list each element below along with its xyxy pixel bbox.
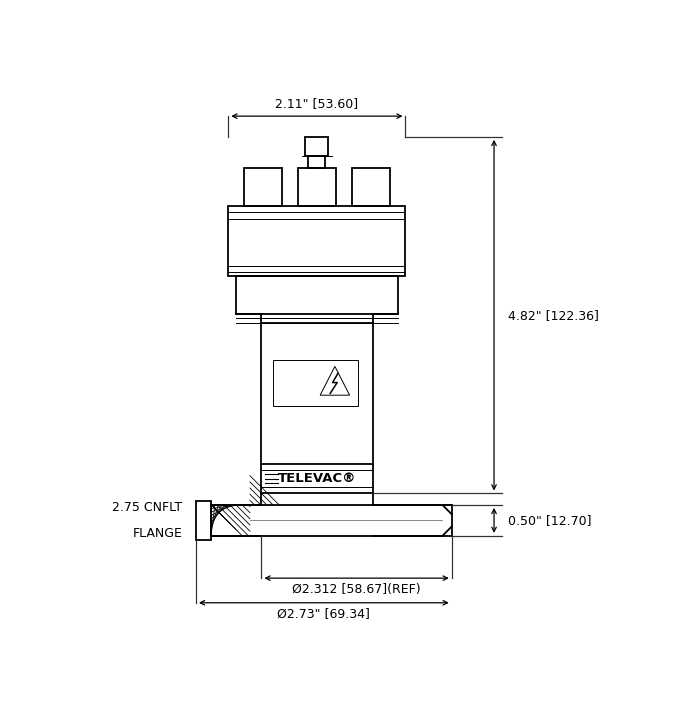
Text: Ø2.73" [69.34]: Ø2.73" [69.34]	[278, 607, 370, 620]
Bar	[212, 505, 452, 536]
Bar	[236, 276, 398, 314]
Text: FLANGE: FLANGE	[132, 526, 182, 539]
Bar	[273, 361, 358, 406]
Bar	[309, 156, 326, 168]
Text: 2.11" [53.60]: 2.11" [53.60]	[276, 97, 359, 110]
Bar	[352, 168, 390, 206]
Text: 2.75 CNFLT: 2.75 CNFLT	[112, 501, 182, 514]
Bar	[244, 168, 282, 206]
Bar	[262, 324, 373, 494]
Text: TELEVAC®: TELEVAC®	[278, 472, 357, 485]
Bar	[298, 168, 336, 206]
Text: Ø2.312 [58.67](REF): Ø2.312 [58.67](REF)	[293, 583, 421, 596]
Bar	[196, 501, 212, 539]
Bar	[228, 206, 406, 276]
Bar	[305, 137, 328, 156]
Text: 4.82" [122.36]: 4.82" [122.36]	[508, 308, 599, 321]
Text: 0.50" [12.70]: 0.50" [12.70]	[508, 514, 591, 527]
